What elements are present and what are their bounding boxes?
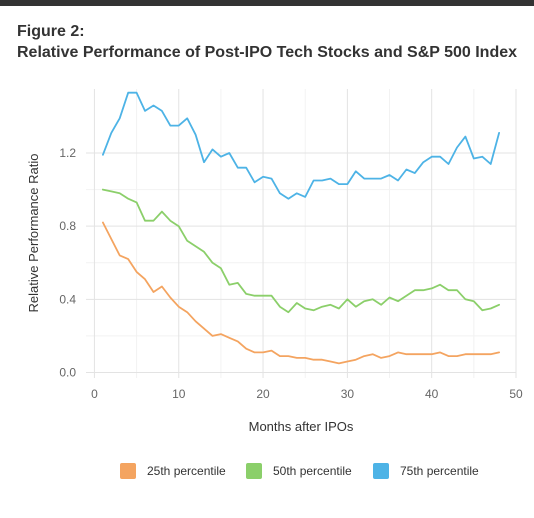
grid-lines [86, 89, 517, 378]
series-line-25th-percentile [102, 221, 501, 365]
x-tick-label: 0 [91, 387, 98, 401]
legend-label-75th-percentile: 75th percentile [400, 464, 479, 478]
series-line-50th-percentile [102, 188, 501, 314]
top-border-bar [0, 0, 534, 6]
legend-label-25th-percentile: 25th percentile [147, 464, 226, 478]
tick-labels: 0 10 20 30 40 50 0.0 0.4 0.8 1.2 [59, 146, 523, 401]
x-tick-label: 40 [425, 387, 439, 401]
legend-swatch-75th-percentile [373, 463, 389, 479]
y-tick-label: 1.2 [59, 146, 76, 160]
x-tick-label: 30 [341, 387, 355, 401]
x-tick-label: 50 [509, 387, 523, 401]
series-lines [102, 91, 501, 365]
figure-title: Relative Performance of Post-IPO Tech St… [17, 44, 518, 61]
y-axis-title: Relative Performance Ratio [26, 154, 41, 313]
figure-label: Figure 2: [17, 23, 85, 40]
series-line-75th-percentile [102, 91, 501, 200]
legend: 25th percentile 50th percentile 75th perce… [120, 463, 479, 479]
legend-swatch-50th-percentile [246, 463, 262, 479]
y-tick-label: 0.8 [59, 219, 76, 233]
legend-label-50th-percentile: 50th percentile [273, 464, 352, 478]
x-tick-label: 20 [256, 387, 270, 401]
x-axis-title: Months after IPOs [249, 419, 354, 434]
legend-swatch-25th-percentile [120, 463, 136, 479]
y-tick-label: 0.4 [59, 292, 76, 306]
x-tick-label: 10 [172, 387, 186, 401]
y-tick-label: 0.0 [59, 366, 76, 380]
